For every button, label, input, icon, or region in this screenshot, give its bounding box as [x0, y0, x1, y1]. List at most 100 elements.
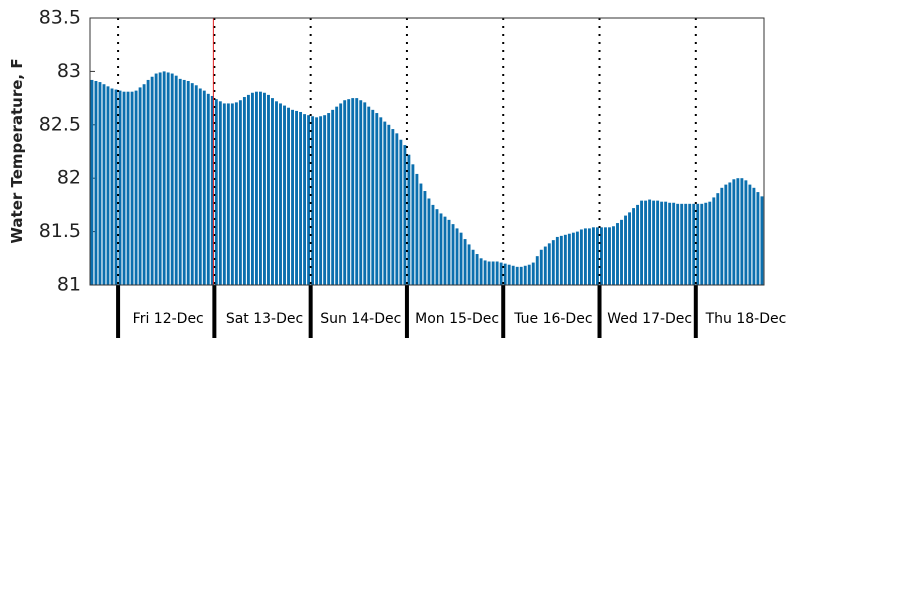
bar	[254, 91, 258, 285]
bar	[134, 90, 138, 286]
bar	[575, 231, 579, 285]
bar	[652, 200, 656, 285]
bar	[114, 89, 118, 285]
bar	[178, 78, 182, 285]
bar	[676, 203, 680, 285]
bar	[463, 239, 467, 285]
bar	[531, 262, 535, 285]
bar	[712, 197, 716, 285]
bar	[479, 258, 483, 285]
bar	[499, 262, 503, 285]
bar	[640, 200, 644, 285]
bar	[299, 111, 303, 285]
bar	[158, 72, 162, 285]
bar	[507, 264, 511, 285]
bar	[291, 109, 294, 286]
bar	[359, 100, 363, 286]
bar	[391, 129, 395, 285]
bar	[94, 81, 98, 286]
y-tick-label: 83.5	[39, 7, 81, 29]
bar	[222, 103, 226, 285]
bar	[367, 106, 371, 285]
bar	[246, 94, 250, 285]
bar	[467, 244, 471, 285]
bar	[471, 249, 475, 285]
bar	[475, 254, 479, 285]
bar	[443, 216, 447, 285]
bar	[680, 203, 684, 285]
bar	[491, 261, 495, 285]
x-tick-label: Sat 13-Dec	[226, 311, 303, 327]
x-tick-label: Sun 14-Dec	[320, 311, 401, 327]
bar	[415, 173, 419, 285]
bar	[259, 91, 262, 285]
bar	[206, 93, 210, 285]
bar	[142, 84, 146, 285]
bar	[591, 227, 595, 285]
bar	[387, 124, 391, 285]
x-tick-label: Fri 12-Dec	[133, 311, 204, 327]
bar	[150, 76, 154, 286]
bar	[411, 164, 415, 285]
bar	[275, 101, 278, 285]
bar	[230, 103, 234, 285]
bar	[182, 79, 186, 285]
bar	[624, 215, 627, 285]
bar	[696, 203, 700, 285]
bar	[379, 117, 383, 285]
bar	[483, 260, 487, 285]
bar	[620, 219, 623, 285]
bar	[263, 92, 266, 285]
bar	[355, 98, 359, 285]
bar	[752, 187, 756, 285]
bar	[323, 115, 327, 285]
bar	[234, 102, 238, 285]
bar	[503, 263, 507, 285]
bar	[327, 113, 331, 285]
bar	[563, 234, 567, 285]
bar	[724, 184, 728, 285]
bar	[214, 99, 218, 285]
bar	[351, 98, 355, 285]
bar	[138, 87, 142, 285]
bar	[511, 265, 515, 285]
bar	[226, 103, 230, 285]
x-tick-label: Tue 16-Dec	[513, 311, 592, 327]
bar	[166, 72, 170, 285]
bar	[596, 227, 599, 285]
bar	[371, 109, 375, 286]
bar	[435, 209, 439, 285]
bar	[315, 117, 319, 285]
bar	[644, 200, 648, 285]
bar	[210, 95, 214, 286]
bar	[559, 235, 563, 285]
bar	[487, 261, 491, 285]
bar	[383, 121, 387, 285]
bar	[587, 228, 591, 285]
bar	[688, 203, 692, 285]
bar	[311, 116, 315, 285]
bar	[307, 115, 311, 285]
bar	[600, 227, 603, 285]
bar	[126, 91, 130, 285]
bar	[583, 228, 587, 285]
bar	[447, 219, 451, 285]
bar	[740, 178, 744, 285]
bar	[704, 202, 708, 285]
bar	[608, 227, 611, 285]
bar	[170, 73, 174, 285]
y-tick-label: 82.5	[39, 113, 81, 135]
bar	[174, 75, 178, 285]
bar	[130, 91, 134, 285]
bar	[720, 187, 724, 285]
bar	[427, 198, 431, 285]
bar	[331, 109, 335, 286]
bar	[287, 107, 290, 285]
y-tick-label: 81	[57, 274, 81, 296]
bar	[419, 183, 423, 285]
bar	[728, 182, 732, 285]
bar	[648, 199, 652, 285]
bar	[636, 204, 640, 285]
bar	[439, 213, 443, 285]
bar	[118, 90, 122, 286]
